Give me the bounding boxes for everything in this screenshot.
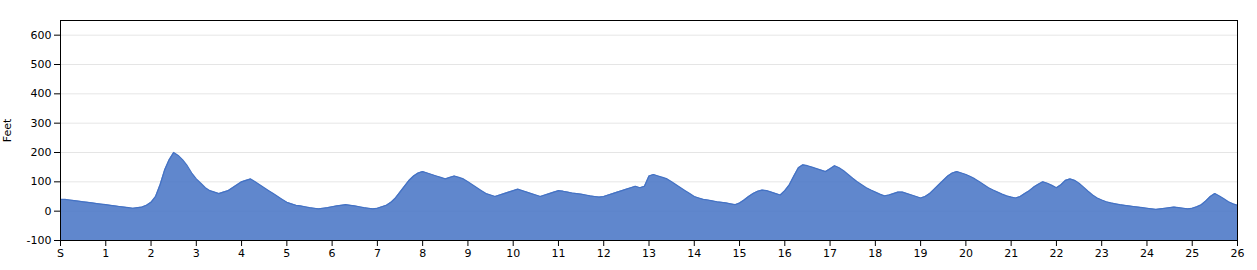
svg-text:10: 10 <box>506 247 520 260</box>
svg-text:100: 100 <box>31 175 52 188</box>
svg-text:21: 21 <box>1004 247 1018 260</box>
svg-text:7: 7 <box>374 247 381 260</box>
svg-text:16: 16 <box>778 247 792 260</box>
svg-text:300: 300 <box>31 117 52 130</box>
svg-text:1: 1 <box>102 247 109 260</box>
svg-text:200: 200 <box>31 146 52 159</box>
svg-text:5: 5 <box>283 247 290 260</box>
svg-text:2: 2 <box>148 247 155 260</box>
svg-text:6: 6 <box>329 247 336 260</box>
svg-text:8: 8 <box>419 247 426 260</box>
svg-text:0: 0 <box>45 205 52 218</box>
svg-text:S: S <box>57 247 64 260</box>
svg-text:-100: -100 <box>27 234 52 247</box>
svg-text:15: 15 <box>733 247 747 260</box>
svg-text:22: 22 <box>1049 247 1063 260</box>
svg-text:Feet: Feet <box>1 118 14 142</box>
svg-text:500: 500 <box>31 58 52 71</box>
svg-text:20: 20 <box>959 247 973 260</box>
svg-text:19: 19 <box>914 247 928 260</box>
svg-text:600: 600 <box>31 29 52 42</box>
svg-text:17: 17 <box>823 247 837 260</box>
svg-text:18: 18 <box>868 247 882 260</box>
svg-text:23: 23 <box>1095 247 1109 260</box>
svg-text:12: 12 <box>597 247 611 260</box>
svg-text:3: 3 <box>193 247 200 260</box>
svg-text:9: 9 <box>464 247 471 260</box>
svg-text:14: 14 <box>687 247 701 260</box>
svg-text:400: 400 <box>31 87 52 100</box>
svg-text:11: 11 <box>551 247 565 260</box>
svg-text:26: 26 <box>1231 247 1245 260</box>
svg-text:24: 24 <box>1140 247 1154 260</box>
svg-text:25: 25 <box>1185 247 1199 260</box>
svg-text:13: 13 <box>642 247 656 260</box>
svg-text:4: 4 <box>238 247 245 260</box>
